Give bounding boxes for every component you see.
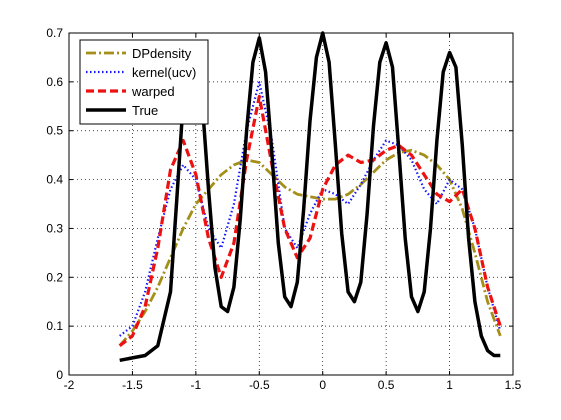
y-tick-label: 0.7 <box>46 26 63 40</box>
x-tick-label: 0.5 <box>378 378 395 392</box>
legend-label: kernel(ucv) <box>132 65 196 80</box>
y-tick-label: 0.3 <box>46 221 63 235</box>
y-tick-label: 0.4 <box>46 173 63 187</box>
y-tick-label: 0 <box>56 368 63 382</box>
axes-frame <box>68 32 514 376</box>
x-tick-label: -0.5 <box>249 378 270 392</box>
tick-marks <box>68 32 514 376</box>
x-tick-label: 0 <box>319 378 326 392</box>
x-tick-label: 1 <box>446 378 453 392</box>
y-tick-label: 0.1 <box>46 319 63 333</box>
legend: DPdensity kernel(ucv) warped True <box>79 39 209 125</box>
legend-label: True <box>132 103 158 118</box>
x-tick-label: -1.5 <box>122 378 143 392</box>
x-tick-label: 1.5 <box>505 378 522 392</box>
series-line-warped <box>118 94 502 347</box>
series-line-dpdensity <box>118 148 502 347</box>
x-tick-labels: -2 -1.5 -1 -0.5 0 0.5 1 1.5 <box>64 378 522 392</box>
x-tick-label: -1 <box>191 378 202 392</box>
y-tick-label: 0.2 <box>46 270 63 284</box>
legend-label: DPdensity <box>132 46 192 61</box>
y-tick-label: 0.6 <box>46 75 63 89</box>
x-tick-label: -2 <box>64 378 75 392</box>
y-tick-labels: 0 0.1 0.2 0.3 0.4 0.5 0.6 0.7 <box>46 26 63 382</box>
y-tick-label: 0.5 <box>46 124 63 138</box>
legend-label: warped <box>131 84 175 99</box>
